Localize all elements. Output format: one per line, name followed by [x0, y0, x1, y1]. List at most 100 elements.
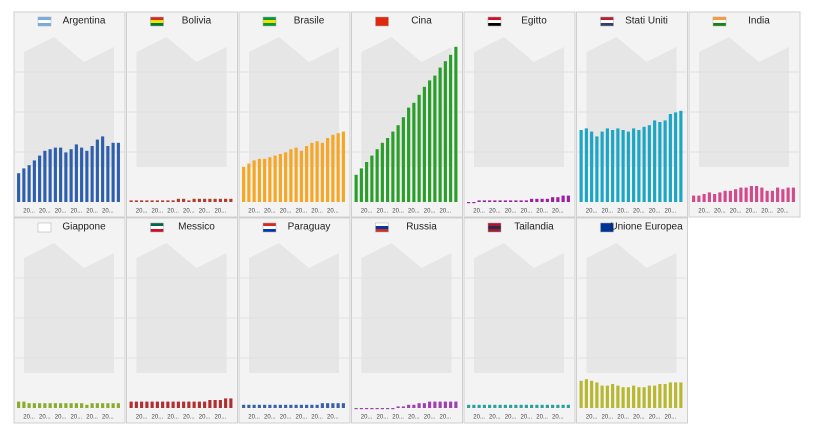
bar	[530, 404, 534, 408]
bar	[579, 130, 583, 202]
bar	[48, 403, 52, 408]
bar	[493, 404, 497, 408]
x-tick-label: 20...	[746, 209, 758, 215]
bar	[391, 408, 395, 410]
bar	[422, 86, 426, 202]
flag-border	[262, 222, 277, 233]
x-tick-label: 20...	[39, 415, 51, 421]
panel-title: Unione Europea	[610, 222, 683, 233]
x-tick-label: 20...	[280, 415, 292, 421]
flag-border	[150, 16, 164, 27]
bar	[438, 401, 442, 408]
flag	[713, 17, 726, 20]
x-tick-label: 20...	[552, 209, 564, 215]
bar	[208, 198, 212, 202]
bar	[739, 187, 743, 202]
bar	[498, 404, 502, 408]
x-tick-label: 20...	[167, 209, 179, 215]
bar	[412, 404, 416, 408]
flag	[600, 20, 614, 23]
bar	[129, 200, 133, 202]
bar	[728, 190, 732, 202]
x-tick-label: 20...	[136, 415, 148, 421]
bar	[336, 403, 340, 408]
bar	[299, 150, 303, 202]
bar	[203, 198, 207, 202]
flag	[600, 17, 614, 20]
bar	[454, 401, 458, 408]
bar	[116, 403, 120, 408]
bar	[38, 155, 42, 202]
bar	[326, 403, 330, 408]
bar	[519, 200, 523, 202]
bar	[166, 401, 170, 408]
x-tick-label: 20...	[633, 209, 645, 215]
panel-title: Paraguay	[288, 222, 331, 233]
bar	[53, 147, 57, 202]
bar	[263, 158, 267, 202]
flag	[150, 23, 164, 26]
bar	[187, 401, 191, 408]
x-tick-label: 20...	[215, 415, 227, 421]
bar	[611, 130, 615, 202]
x-tick-label: 20...	[248, 415, 260, 421]
panel-title: Bolivia	[182, 16, 212, 27]
bar	[224, 198, 228, 202]
x-tick-label: 20...	[39, 209, 51, 215]
bar	[514, 200, 518, 202]
x-tick-label: 20...	[392, 209, 404, 215]
bar	[263, 404, 267, 408]
bar	[53, 403, 57, 408]
bar	[674, 112, 678, 202]
bar	[331, 403, 335, 408]
bar	[412, 102, 416, 202]
flag	[600, 23, 614, 26]
bar	[289, 404, 293, 408]
bar	[310, 142, 314, 202]
bar	[370, 408, 374, 410]
bar	[203, 401, 207, 408]
watermark	[361, 243, 452, 373]
bar	[467, 202, 471, 204]
flag	[488, 23, 501, 26]
x-tick-label: 20...	[183, 415, 195, 421]
watermark	[474, 243, 564, 373]
bar	[590, 131, 594, 202]
bar	[213, 198, 217, 202]
flag	[263, 229, 276, 232]
x-tick-label: 20...	[152, 415, 164, 421]
bar	[192, 401, 196, 408]
x-tick-label: 20...	[649, 415, 661, 421]
bar	[218, 400, 222, 408]
bar	[95, 139, 99, 202]
watermark	[249, 243, 339, 373]
x-tick-label: 20...	[296, 415, 308, 421]
bar	[299, 404, 303, 408]
bar	[90, 146, 94, 202]
bar	[482, 200, 486, 202]
x-tick-label: 20...	[521, 209, 533, 215]
bar	[208, 400, 212, 408]
x-tick-label: 20...	[296, 209, 308, 215]
bar	[472, 404, 476, 408]
flag-border	[600, 16, 614, 27]
x-tick-label: 20...	[167, 415, 179, 421]
bar	[749, 186, 753, 202]
bar	[611, 384, 615, 408]
bar	[530, 198, 534, 202]
flag	[375, 17, 389, 20]
panel-title: Stati Uniti	[625, 16, 668, 27]
x-tick-label: 20...	[536, 209, 548, 215]
bar	[129, 401, 133, 408]
x-tick-label: 20...	[440, 209, 452, 215]
bar	[561, 195, 565, 202]
bar	[503, 404, 507, 408]
x-tick-label: 20...	[761, 209, 773, 215]
bar	[116, 142, 120, 202]
bar	[472, 202, 476, 204]
bar	[561, 404, 565, 408]
x-tick-label: 20...	[424, 209, 436, 215]
flag	[375, 223, 389, 226]
